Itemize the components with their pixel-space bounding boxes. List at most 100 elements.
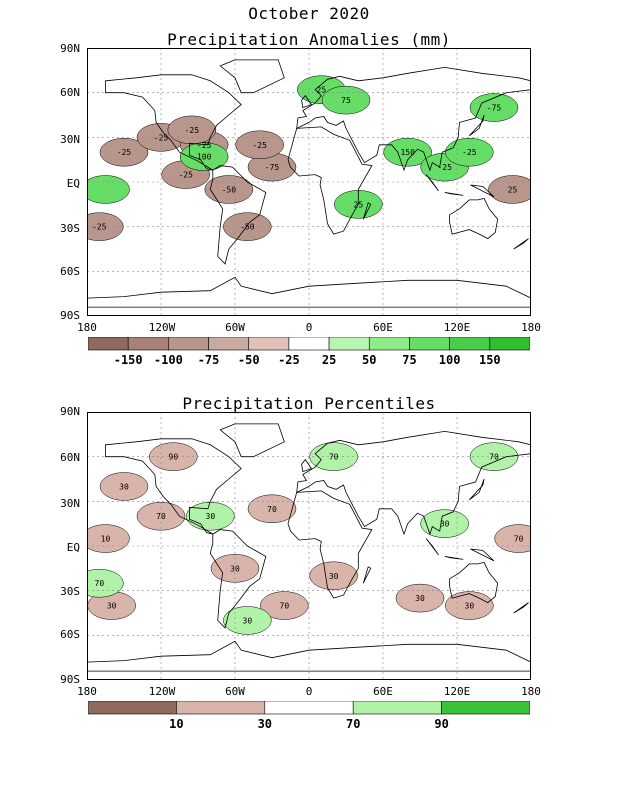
coastline [425,174,439,192]
lat-tick-label: EQ [66,177,80,190]
coastline [105,74,242,171]
contour-label: 70 [156,512,166,521]
contour-label: 10 [101,535,111,544]
lat-tick-label: 60N [60,86,80,99]
anomaly-map: -25 -25 -25 -25 -50 -50 -75 -25 -25 -25 25 25 75 100 1… [87,48,531,316]
percentile-colorbar-label: 10 [169,717,183,731]
percentile-panel-title: Precipitation Percentiles [182,394,436,413]
coastline [513,602,529,614]
coastline [469,478,485,501]
contour-label: 30 [243,616,253,625]
anomaly-colorbar-swatch [208,337,250,351]
lat-tick-label: EQ [66,541,80,554]
contour-label: -25 [252,141,267,150]
lon-tick-label: 180 [521,685,541,698]
contour-label: -25 [178,171,193,180]
coastline [301,94,313,109]
lon-tick-label: 120W [148,685,176,698]
contour-label: 30 [440,520,450,529]
coastline [362,202,372,220]
coastline [513,238,529,250]
anomaly-colorbar-label: -25 [278,353,300,367]
anomaly-region-pos [445,137,494,167]
contour-label: -50 [240,223,255,232]
anomaly-region-pos [179,142,229,171]
lon-tick-label: 180 [77,685,97,698]
contour-label: 25 [354,200,364,209]
contour-label: -25 [185,126,200,135]
lon-tick-label: 120W [148,321,176,334]
lat-tick-label: 30N [60,497,80,510]
lon-tick-label: 0 [305,685,313,698]
percentile-region-low [445,591,494,620]
anomaly-region-neg [235,130,284,160]
anomaly-colorbar-swatch [288,337,330,351]
lat-tick-label: 60N [60,451,80,464]
contour-label: 30 [465,602,475,611]
contour-label: 150 [400,148,415,157]
anomaly-colorbar-swatch [328,337,370,351]
lat-tick-label: 90S [60,309,80,322]
coastline [87,276,531,308]
contour-label: -25 [462,148,477,157]
coastline [444,556,464,560]
lat-tick-label: 90N [60,405,80,418]
anomaly-colorbar: -150 -100 -75 -50 -25 25 50 75 100 150 [88,337,530,367]
percentile-region-high [420,509,469,538]
coastline [87,640,531,672]
anomaly-region-pos [469,93,519,122]
coastline [209,529,267,629]
lon-tick-label: 60E [373,685,393,698]
contour-label: -50 [222,185,237,194]
anomaly-colorbar-swatch [368,337,410,351]
coastline [105,438,242,535]
coastline [425,538,439,556]
percentile-map: 30 70 10 30 30 70 30 70 30 90 70 30 70 30 70 30 70 30 [87,412,531,680]
coastline [470,548,495,562]
contour-label: 30 [329,572,339,581]
figure-title: October 2020 [248,4,370,23]
anomaly-colorbar-label: 25 [322,353,336,367]
anomaly-colorbar-label: 100 [439,353,461,367]
coastline [209,165,267,265]
anomaly-colorbar-swatch [127,337,169,351]
percentile-colorbar-label: 70 [346,717,360,731]
contour-label: 75 [341,96,351,105]
lon-tick-label: 180 [521,321,541,334]
contour-label: 30 [415,594,425,603]
anomaly-region-neg [99,137,149,167]
coastline [287,490,373,599]
lon-tick-label: 60E [373,321,393,334]
lat-tick-label: 60S [60,265,80,278]
coastline [219,59,285,94]
percentile-map-frame [87,412,531,680]
contour-label: 30 [206,512,216,521]
anomaly-colorbar-label: 50 [362,353,376,367]
lat-tick-label: 30S [60,585,80,598]
contour-label: 30 [230,564,240,573]
lon-tick-label: 60W [225,321,245,334]
contour-label: 30 [119,482,129,491]
contour-label: 30 [107,602,117,611]
percentile-colorbar-swatch [352,701,442,715]
contour-label: 70 [329,453,339,462]
percentile-region-low [87,524,130,553]
anomaly-colorbar-label: -50 [238,353,260,367]
contour-label: 90 [169,453,179,462]
contour-label: 70 [267,505,277,514]
contour-label: -25 [117,148,132,157]
coastline [219,423,285,458]
coastline [469,114,485,137]
contour-label: 70 [95,579,105,588]
lat-tick-label: 60S [60,628,80,641]
percentile-region-low [494,524,531,553]
anomaly-colorbar-swatch [168,337,209,351]
anomaly-colorbar-swatch [489,337,530,351]
anomaly-colorbar-swatch [88,337,129,351]
anomaly-region-pos [383,137,432,167]
contour-label: -25 [437,163,452,172]
percentile-colorbar-swatch [88,701,177,715]
coastline [470,184,495,198]
anomaly-region-pos [321,85,371,115]
contour-label: -25 [154,133,169,142]
